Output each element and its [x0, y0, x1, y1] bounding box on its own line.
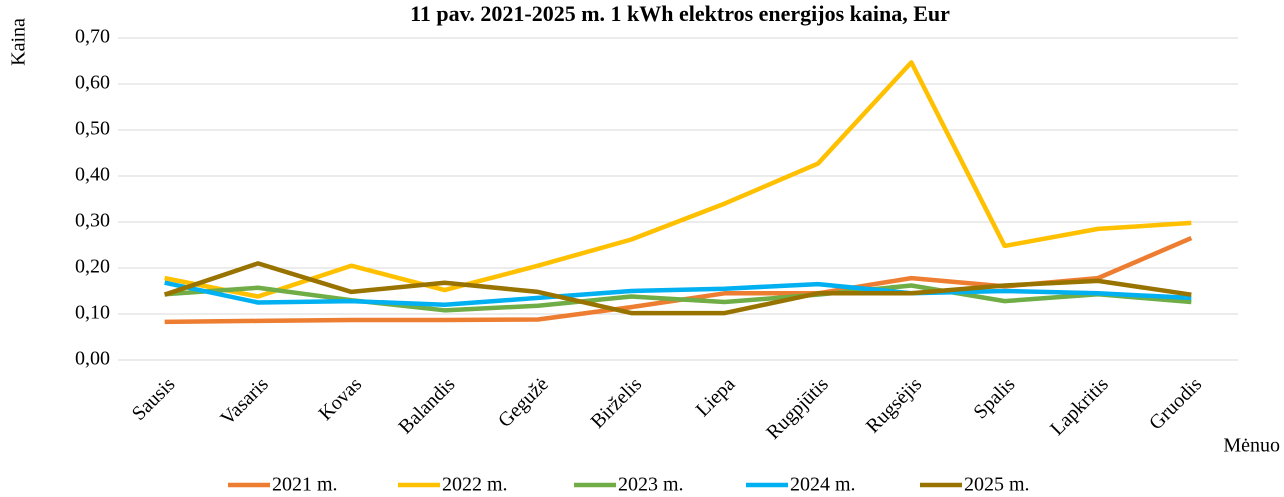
x-tick-label: Gegužė [494, 373, 553, 432]
legend-label: 2022 m. [442, 474, 508, 496]
x-tick-label: Rugsėjis [862, 373, 926, 437]
x-tick-label: Liepa [692, 373, 740, 421]
x-tick-label: Birželis [587, 373, 647, 433]
y-tick-label: 0,20 [75, 256, 110, 278]
series-line [164, 60, 1192, 299]
x-tick-label: Kovas [314, 373, 366, 425]
y-tick-label: 0,10 [75, 302, 110, 324]
legend-label: 2025 m. [964, 474, 1030, 496]
y-axis-label: Kaina [8, 18, 30, 66]
chart-title: 11 pav. 2021-2025 m. 1 kWh elektros ener… [410, 1, 950, 26]
x-tick-label: Gruodis [1145, 373, 1206, 434]
legend-label: 2021 m. [272, 474, 338, 496]
x-tick-label: Spalis [969, 373, 1019, 423]
x-axis-label: Mėnuo [1223, 435, 1280, 457]
x-tick-label: Vasaris [216, 373, 273, 430]
legend-label: 2024 m. [790, 474, 856, 496]
series-line [164, 283, 1192, 313]
series-line [164, 280, 1192, 308]
y-tick-label: 0,30 [75, 210, 110, 232]
x-tick-label: Sausis [128, 373, 180, 425]
y-tick-label: 0,60 [75, 72, 110, 94]
y-tick-label: 0,00 [75, 348, 110, 370]
y-tick-label: 0,50 [75, 118, 110, 140]
legend-label: 2023 m. [618, 474, 684, 496]
y-tick-label: 0,70 [75, 26, 110, 48]
x-tick-label: Lapkritis [1046, 373, 1113, 440]
y-tick-label: 0,40 [75, 164, 110, 186]
x-tick-label: Balandis [394, 373, 459, 438]
x-tick-label: Rugpjūtis [762, 373, 833, 444]
series-line [163, 261, 1192, 316]
